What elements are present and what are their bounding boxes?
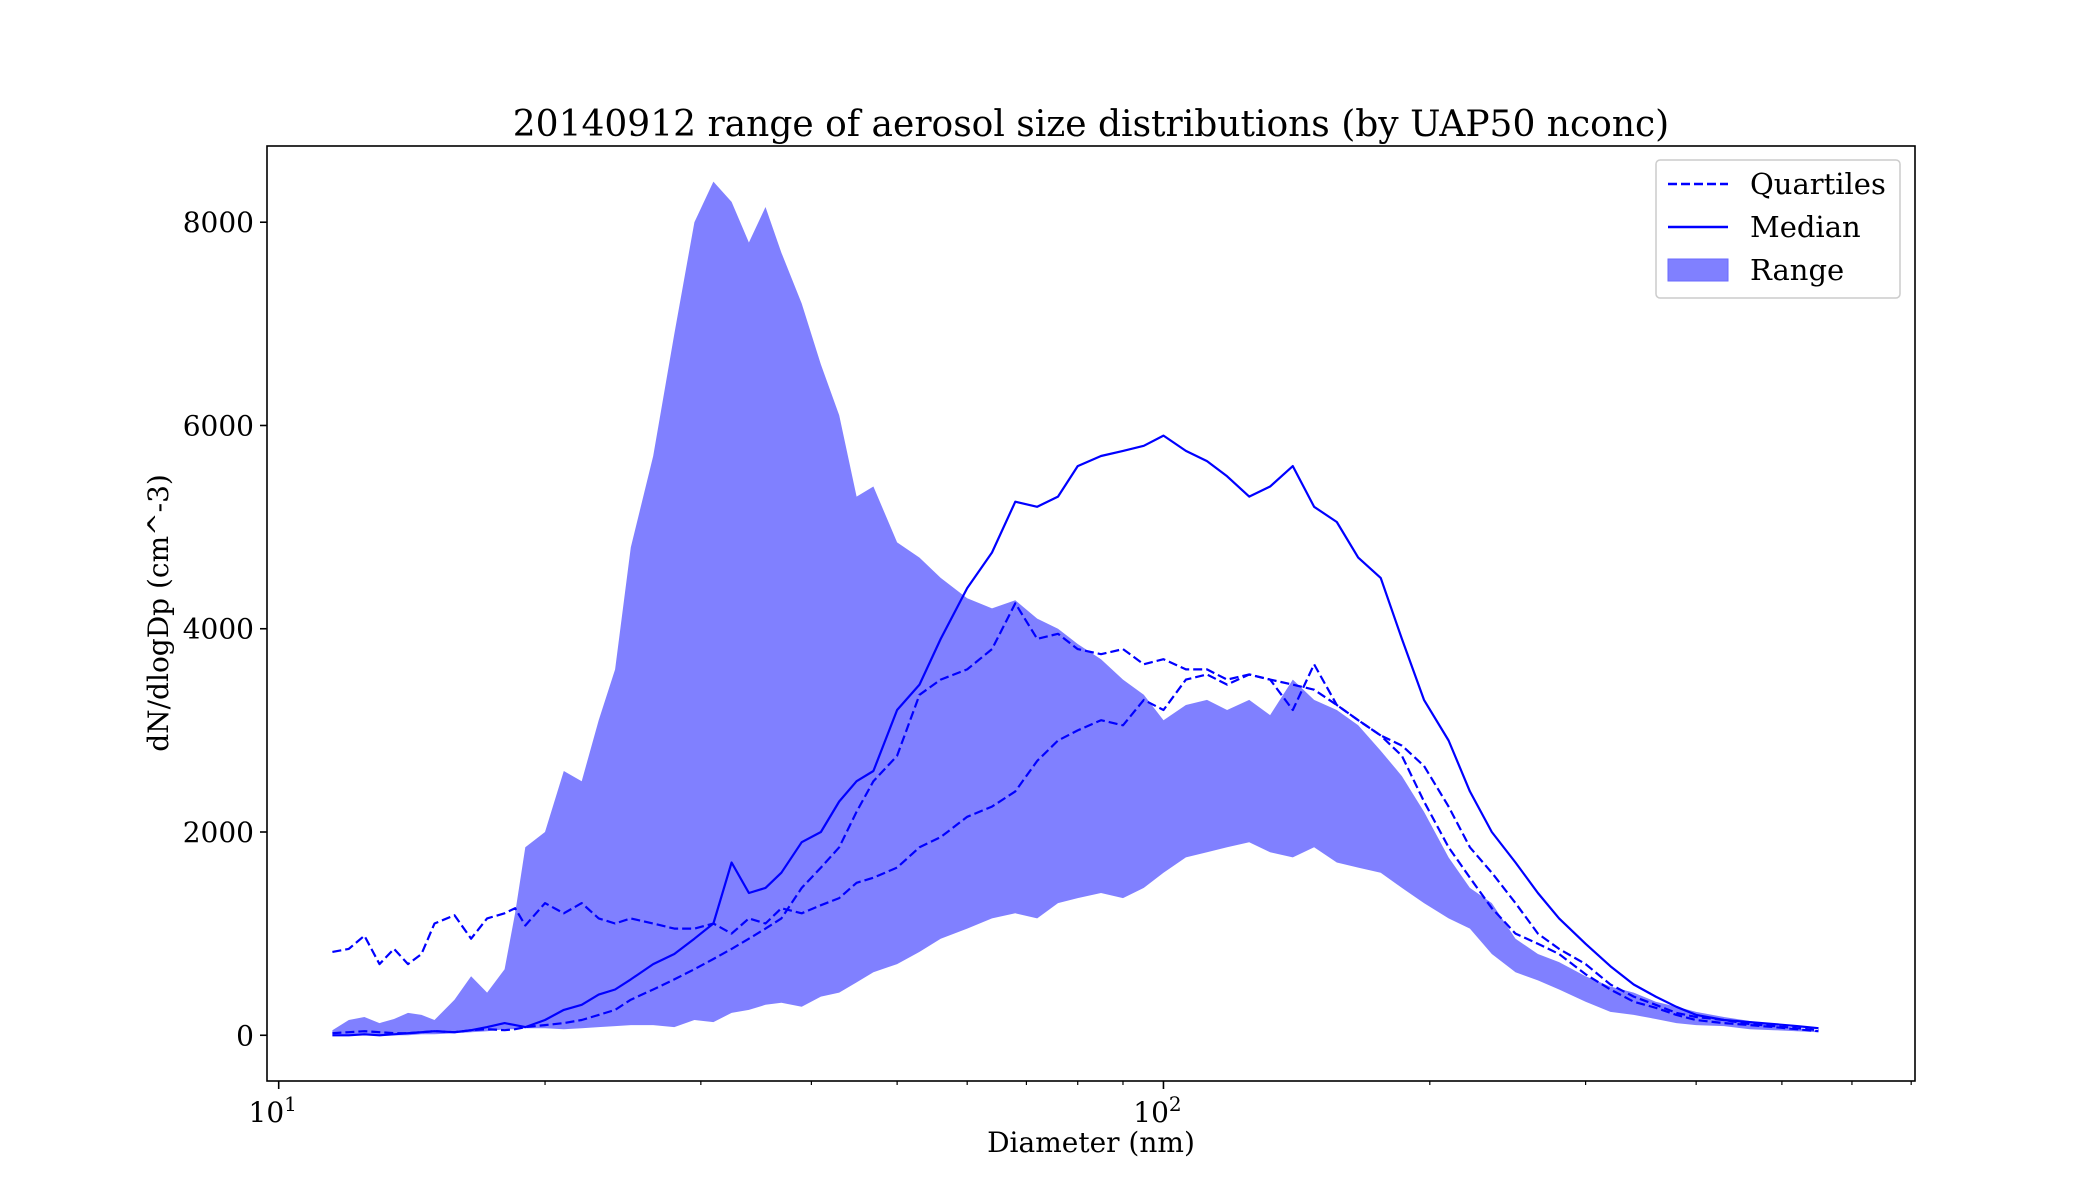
axis-ticks: 0 2000 4000 6000 8000 101 102 [183, 206, 1912, 1129]
x-tick-label: 102 [1133, 1092, 1181, 1129]
quartile-line-0 [332, 673, 1819, 1032]
x-tick-label: 101 [249, 1092, 297, 1129]
y-tick-label: 4000 [183, 613, 254, 646]
y-tick-label: 8000 [183, 206, 254, 239]
x-axis-title: Diameter (nm) [987, 1126, 1195, 1159]
plot-frame [266, 145, 1916, 1082]
lines-layer [332, 434, 1819, 1037]
legend: Quartiles Median Range [1655, 159, 1901, 299]
legend-range-swatch [1667, 258, 1729, 282]
y-tick-label: 0 [236, 1019, 254, 1052]
y-axis-title: dN/dlogDp (cm^-3) [142, 474, 175, 752]
plot-area [332, 181, 1819, 1037]
legend-quartiles-label: Quartiles [1750, 167, 1886, 201]
median-line [332, 434, 1819, 1037]
range-band [332, 181, 1819, 1036]
range-layer [332, 181, 1819, 1036]
chart-title: 20140912 range of aerosol size distribut… [513, 104, 1669, 145]
quartile-line-1 [332, 602, 1819, 1035]
y-tick-label: 6000 [183, 409, 254, 442]
legend-range-label: Range [1750, 253, 1844, 287]
legend-median-label: Median [1750, 210, 1861, 244]
y-tick-label: 2000 [183, 816, 254, 849]
